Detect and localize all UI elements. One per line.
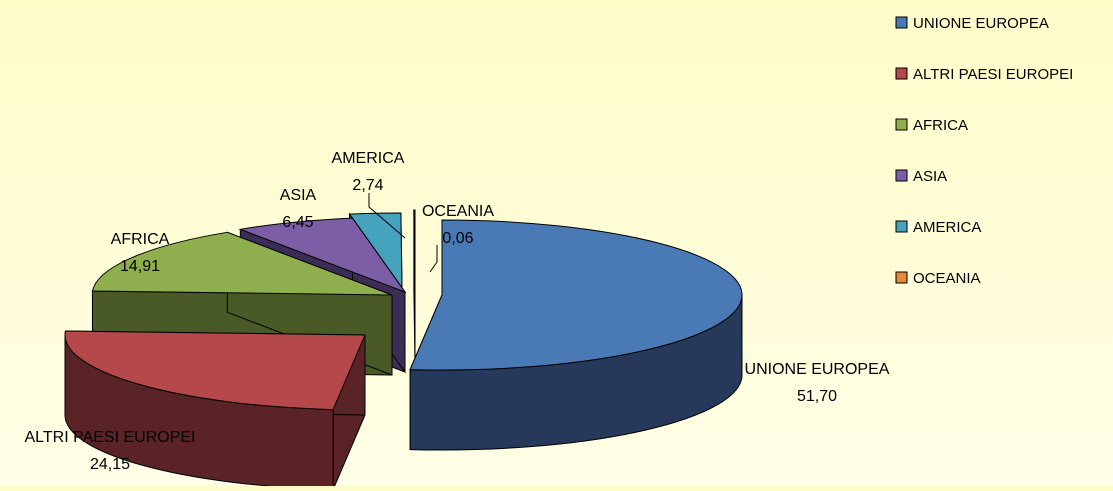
legend-label-oceania: OCEANIA: [913, 270, 981, 287]
data-label-asia: ASIA: [280, 187, 317, 204]
legend-item-altri-paesi-europei: ALTRI PAESI EUROPEI: [895, 66, 1073, 83]
data-value-oceania: 0,06: [442, 230, 473, 247]
legend-label-unione-europea: UNIONE EUROPEA: [913, 15, 1049, 32]
legend-item-unione-europea: UNIONE EUROPEA: [895, 15, 1049, 32]
leader-line-america: [368, 193, 406, 239]
slice-top-asia: [238, 217, 407, 294]
slice-top-oceania: [413, 209, 416, 286]
data-label-unione-europea: UNIONE EUROPEA: [745, 361, 890, 378]
leader-line-oceania: [429, 245, 438, 273]
legend-item-africa: AFRICA: [895, 117, 968, 134]
legend-item-asia: ASIA: [895, 168, 947, 185]
legend-label-africa: AFRICA: [913, 117, 968, 134]
data-value-altri-paesi-europei: 24,15: [90, 456, 130, 473]
legend-label-america: AMERICA: [913, 219, 981, 236]
pie-slices: [64, 209, 743, 491]
slice-top-altri-paesi-europei: [64, 330, 366, 411]
data-value-america: 2,74: [352, 177, 383, 194]
data-labels: UNIONE EUROPEA 51,70 ALTRI PAESI EUROPEI 24…: [24, 150, 889, 473]
legend: UNIONE EUROPEA ALTRI PAESI EUROPEI AFRICA A…: [895, 15, 1073, 287]
slice-oceania: [413, 209, 416, 366]
legend-label-asia: ASIA: [913, 168, 947, 185]
legend-item-oceania: OCEANIA: [895, 270, 981, 287]
legend-swatch-altri-paesi-europei: [895, 67, 908, 80]
data-label-oceania: OCEANIA: [422, 203, 494, 220]
legend-item-america: AMERICA: [895, 219, 981, 236]
legend-swatch-america: [895, 220, 908, 233]
legend-swatch-asia: [895, 169, 908, 182]
data-label-america: AMERICA: [332, 150, 405, 167]
slice-altri-paesi-europei: [64, 330, 366, 491]
data-value-unione-europea: 51,70: [797, 388, 837, 405]
data-value-asia: 6,45: [282, 214, 313, 231]
slice-unione-europea: [409, 219, 743, 451]
data-value-africa: 14,91: [120, 258, 160, 275]
legend-swatch-oceania: [895, 271, 908, 284]
slice-top-unione-europea: [409, 219, 743, 371]
data-label-altri-paesi-europei: ALTRI PAESI EUROPEI: [24, 429, 195, 446]
data-label-africa: AFRICA: [111, 231, 170, 248]
slice-top-africa: [91, 231, 393, 296]
legend-swatch-unione-europea: [895, 16, 908, 29]
legend-label-altri-paesi-europei: ALTRI PAESI EUROPEI: [913, 66, 1073, 83]
legend-swatch-africa: [895, 118, 908, 131]
